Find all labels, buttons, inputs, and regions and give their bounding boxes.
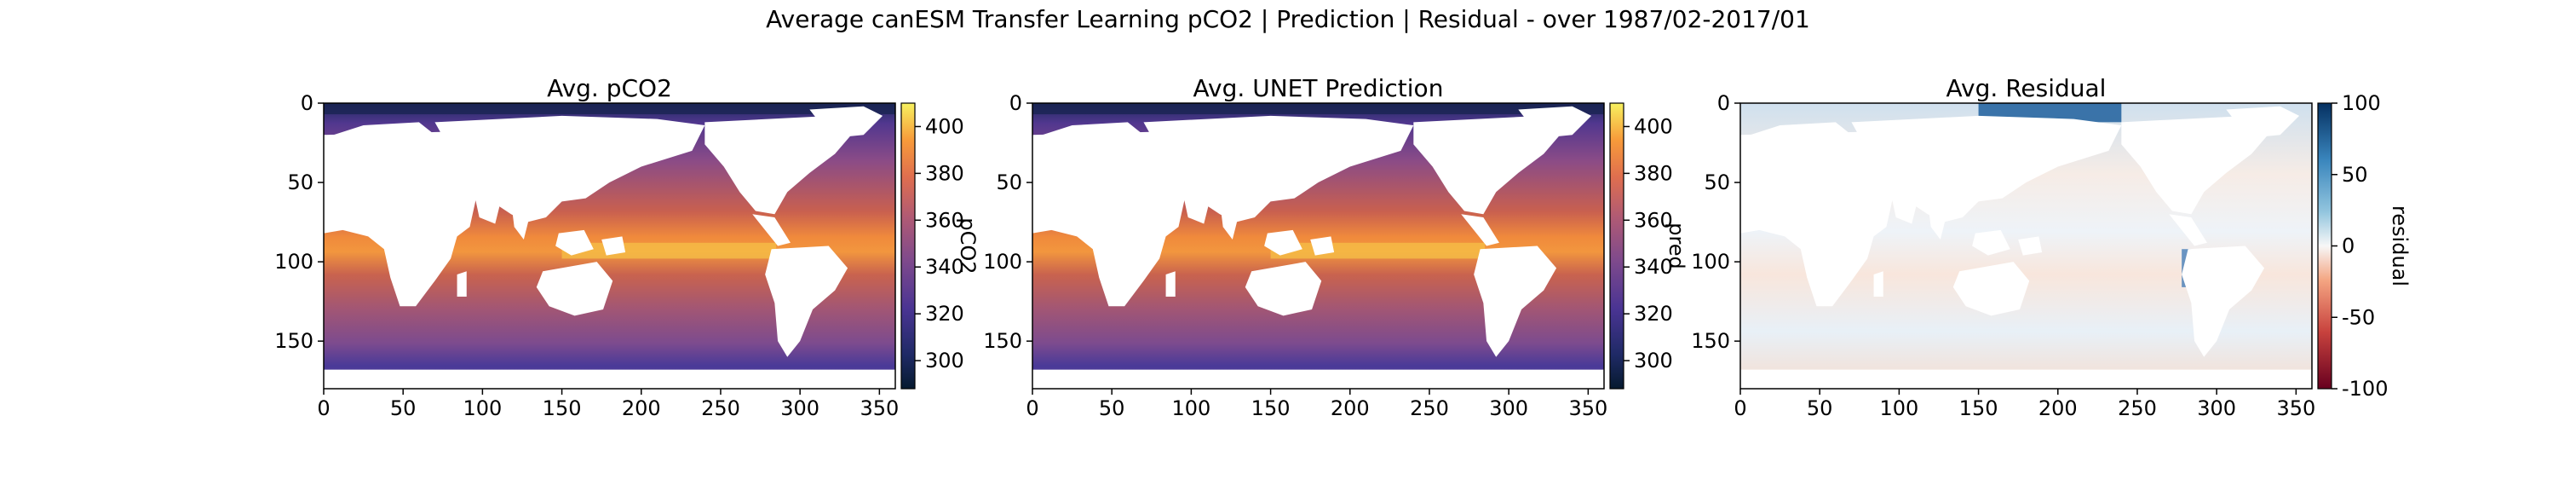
y-tick-label: 50 xyxy=(1704,170,1730,194)
x-tick-label: 50 xyxy=(1807,396,1833,420)
x-tick-label: 350 xyxy=(2276,396,2315,420)
panel-1: Avg. pCO2 0 50 100 150 200 250 300 350 0 50 100 150 3… xyxy=(274,74,980,420)
heatmap-field xyxy=(1740,103,2312,389)
colorbar-tick-label: -50 xyxy=(2342,305,2375,329)
axes-frame xyxy=(1739,102,2313,390)
equatorial-band xyxy=(1270,242,1486,259)
colorbar-tick-label: 360 xyxy=(925,208,964,232)
x-tick-label: 150 xyxy=(543,396,582,420)
y-tick-label: 100 xyxy=(1691,250,1730,274)
colorbar-label: pCO2 xyxy=(956,217,980,274)
colorbar-tick-label: 100 xyxy=(2342,91,2381,115)
panel-title: Avg. Residual xyxy=(1946,74,2107,102)
y-tick-label: 0 xyxy=(1717,91,1730,115)
colorbar-tick-label: 400 xyxy=(1634,114,1673,138)
y-tick-label: 150 xyxy=(274,329,313,353)
arctic-strip xyxy=(1032,103,1604,115)
y-tick-label: 150 xyxy=(1691,329,1730,353)
y-tick-label: 50 xyxy=(287,170,313,194)
x-tick-label: 250 xyxy=(2118,396,2157,420)
x-tick-label: 0 xyxy=(1026,396,1038,420)
x-tick-label: 350 xyxy=(860,396,899,420)
colorbar-tick-label: 0 xyxy=(2342,234,2355,258)
x-tick-label: 100 xyxy=(463,396,502,420)
x-tick-label: 200 xyxy=(1331,396,1370,420)
y-tick-label: 50 xyxy=(996,170,1022,194)
colorbar-tick-label: 360 xyxy=(1634,208,1673,232)
x-tick-label: 200 xyxy=(2038,396,2078,420)
colorbar-tick-label: 300 xyxy=(1634,349,1673,373)
x-tick-label: 100 xyxy=(1879,396,1918,420)
colorbar-tick-label: 320 xyxy=(1634,302,1673,326)
figure-title: Average canESM Transfer Learning pCO2 | … xyxy=(766,5,1810,33)
x-tick-label: 300 xyxy=(1489,396,1528,420)
x-tick-label: 300 xyxy=(2197,396,2236,420)
colorbar-tick-label: 380 xyxy=(925,161,964,185)
axes-frame xyxy=(323,102,896,390)
colorbar xyxy=(2317,102,2332,390)
y-tick-label: 100 xyxy=(274,250,313,274)
x-tick-label: 50 xyxy=(1099,396,1125,420)
panels: Avg. pCO2 0 50 100 150 200 250 300 350 0 50 100 150 3… xyxy=(274,74,2412,420)
x-tick-label: 150 xyxy=(1251,396,1291,420)
colorbar-tick-label: -100 xyxy=(2342,377,2388,401)
colorbar xyxy=(900,102,916,390)
colorbar-tick-label: 300 xyxy=(925,349,964,373)
x-tick-label: 150 xyxy=(1959,396,1998,420)
y-tick-label: 0 xyxy=(1009,91,1022,115)
x-tick-label: 100 xyxy=(1171,396,1210,420)
colorbar-label: pred xyxy=(1665,222,1688,269)
x-tick-label: 350 xyxy=(1568,396,1607,420)
x-tick-label: 250 xyxy=(1410,396,1449,420)
panel-title: Avg. UNET Prediction xyxy=(1193,74,1444,102)
x-tick-label: 0 xyxy=(317,396,330,420)
panel-title: Avg. pCO2 xyxy=(547,74,672,102)
y-tick-label: 100 xyxy=(983,250,1022,274)
x-tick-label: 200 xyxy=(622,396,661,420)
colorbar-tick-label: 380 xyxy=(1634,161,1673,185)
colorbar xyxy=(1609,102,1624,390)
panel-3: Avg. Residual 0 50 100 150 200 250 300 350 0 50 100… xyxy=(1691,74,2412,420)
axes-frame xyxy=(1032,102,1605,390)
colorbar-tick-label: 340 xyxy=(925,255,964,279)
arctic-strip xyxy=(324,103,895,115)
y-tick-label: 0 xyxy=(301,91,313,115)
heatmap-field xyxy=(324,103,895,389)
x-tick-label: 0 xyxy=(1734,396,1746,420)
colorbar-tick-label: 340 xyxy=(1634,255,1673,279)
panel-2: Avg. UNET Prediction 0 50 100 150 200 250 300 35… xyxy=(983,74,1688,420)
colorbar-tick-label: 50 xyxy=(2342,163,2368,187)
equatorial-band xyxy=(561,242,777,259)
x-tick-label: 250 xyxy=(701,396,740,420)
colorbar-tick-label: 400 xyxy=(925,114,964,138)
colorbar-label: residual xyxy=(2388,205,2412,286)
x-tick-label: 300 xyxy=(780,396,819,420)
x-tick-label: 50 xyxy=(390,396,417,420)
heatmap-field xyxy=(1032,103,1604,389)
colorbar-tick-label: 320 xyxy=(925,302,964,326)
y-tick-label: 150 xyxy=(983,329,1022,353)
